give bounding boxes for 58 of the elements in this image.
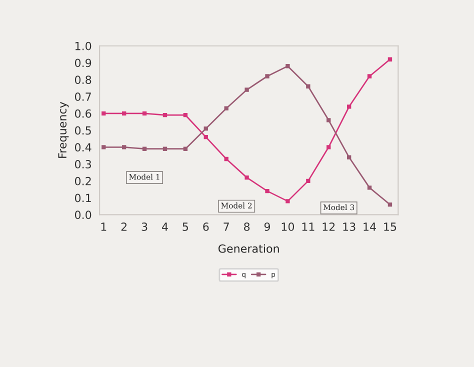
point [102, 111, 106, 116]
point [326, 118, 331, 122]
x-tick-label: 15 [384, 222, 396, 231]
point [122, 111, 126, 116]
point [102, 145, 106, 150]
y-tick-label: 0.3 [74, 160, 92, 168]
point [388, 57, 392, 62]
y-tick-label: 0.6 [74, 109, 92, 118]
point [306, 178, 310, 184]
point [183, 113, 188, 118]
x-tick-label: 9 [264, 222, 270, 231]
point [367, 74, 372, 78]
y-tick-label: 0.0 [74, 210, 92, 220]
y-tick-label: 0.1 [74, 194, 91, 202]
point [346, 104, 352, 109]
y-tick-label: 1.0 [75, 42, 92, 50]
x-tick-label: 4 [162, 222, 168, 231]
point [162, 146, 168, 151]
x-tick-label: 12 [322, 222, 335, 231]
x-tick-label: 5 [182, 222, 188, 231]
y-tick-label: 0.4 [74, 143, 92, 152]
x-tick-label: 1 [101, 222, 106, 231]
x-tick-label: 11 [302, 222, 314, 231]
point [388, 202, 392, 207]
point [346, 155, 352, 160]
x-tick-label: 13 [343, 222, 356, 231]
point [224, 156, 228, 162]
x-tick-label: 14 [364, 222, 376, 231]
x-axis-title: Generation [218, 244, 279, 253]
point [224, 106, 228, 110]
point [286, 64, 290, 68]
x-tick-label: 3 [142, 222, 148, 231]
x-tick-label: 6 [203, 222, 209, 231]
point [244, 88, 249, 92]
y-tick-label: 0.7 [74, 92, 91, 101]
x-tick-label: 8 [244, 222, 250, 231]
point [306, 84, 310, 88]
x-tick-label: 10 [282, 222, 294, 231]
x-tick-label: 2 [121, 222, 127, 231]
point [204, 134, 208, 140]
y-tick-label: 0.8 [74, 76, 92, 84]
y-tick-label: 0.5 [74, 126, 91, 135]
x-tick-label: 7 [224, 222, 229, 231]
point [326, 145, 331, 150]
point [265, 74, 270, 78]
point [142, 111, 147, 116]
point [286, 199, 290, 204]
point [204, 126, 208, 131]
point [265, 188, 270, 194]
point [142, 146, 147, 151]
point [244, 175, 249, 180]
point [367, 186, 372, 190]
y-tick-label: 0.9 [74, 58, 92, 68]
point [162, 113, 168, 118]
point [122, 145, 126, 150]
y-axis-title: Frequency [58, 102, 69, 158]
y-tick-label: 0.2 [74, 176, 91, 186]
point [183, 146, 188, 151]
